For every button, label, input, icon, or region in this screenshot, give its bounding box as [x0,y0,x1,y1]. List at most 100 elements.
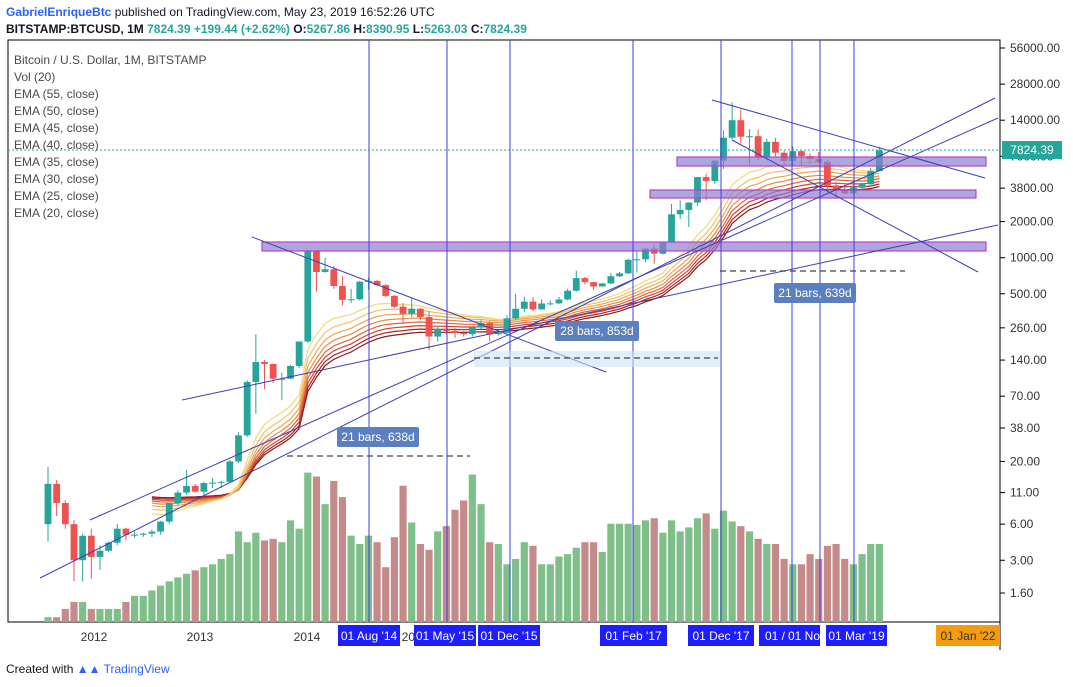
y-tick-label: 38.00 [1010,421,1040,435]
volume-bar [867,543,875,622]
volume-bar [529,545,537,622]
candle-body [590,282,597,287]
y-tick-label: 70.00 [1010,389,1040,403]
candle-body [711,160,719,182]
last-price-badge-label: 7824.39 [1010,143,1054,157]
date-marker-badge [759,625,791,646]
trend-line[interactable] [89,117,999,521]
volume-bar [520,542,528,622]
volume-bar [105,608,113,622]
candle-body [564,290,571,300]
resistance-zone[interactable] [676,156,987,167]
candle-body [122,528,130,535]
y-tick-label: 3.00 [1010,553,1034,567]
volume-bar [321,504,329,622]
volume-bar [442,526,450,622]
measure-badge-label: 28 bars, 853d [560,324,633,338]
open-label: O: [293,22,307,36]
volume-bar [702,513,710,622]
tradingview-logo-icon[interactable]: ▲▲ [76,662,101,676]
volume-bar [79,601,87,622]
date-marker-label: 01 Dec '17 [693,629,750,643]
candle-body [391,295,398,307]
trend-line[interactable] [181,224,999,401]
volume-bar [226,554,234,622]
volume-bar [737,526,745,622]
volume-bar [87,608,95,622]
date-marker-badge [826,625,887,646]
candle-body [399,306,407,314]
resistance-zone[interactable] [261,241,987,252]
volume-bar [174,577,182,622]
author-link[interactable]: GabrielEnriqueBtc [6,5,112,19]
y-tick-label: 500.00 [1010,287,1047,301]
volume-bar [156,585,165,622]
date-marker-badge [414,625,476,646]
candle-body [261,361,268,364]
y-tick-label: 28000.00 [1010,77,1060,91]
last-price: 7824.39 [147,22,191,36]
candle-body [702,177,710,182]
volume-bar [148,590,156,622]
legend-ema-30: EMA (30, close) [14,172,99,186]
y-tick-label: 3800.00 [1010,181,1054,195]
volume-bar [598,551,606,622]
volume-bar [70,601,78,622]
tradingview-brand[interactable]: TradingView [103,662,170,676]
volume-bar [659,532,667,622]
candle-body [754,136,762,158]
volume-bar [685,527,693,622]
resistance-zone[interactable] [649,189,977,199]
volume-bar [615,523,624,622]
date-marker-label: 01 Aug '14 [341,629,398,643]
date-marker-label: 01 May '15 [416,629,475,643]
candle-body [685,202,693,210]
candle-body [460,333,468,335]
date-marker-badge [600,625,667,646]
last-price-badge [1002,141,1062,159]
candle-body [209,482,216,484]
candle-body [633,259,641,261]
low-value: 5263.03 [424,22,468,36]
high-label: H: [353,22,367,36]
candle-body [425,317,433,337]
candle-body [546,303,554,305]
volume-bar [633,524,641,622]
volume-bar [815,558,823,622]
future-date-badge [936,625,1000,646]
volume-bar [693,518,702,622]
candle-body [512,308,520,319]
candle-body [382,285,390,296]
candle-body [243,381,251,436]
volume-bar [425,549,433,622]
volume-bar [460,500,468,622]
trend-line[interactable] [711,99,986,179]
candle-body [53,483,61,504]
candle-body [832,185,840,189]
volume-bar [191,570,199,622]
high-value: 8390.95 [366,22,410,36]
volume-bar [771,543,780,622]
candle-body [131,534,138,536]
publish-info: GabrielEnriqueBtc published on TradingVi… [6,5,435,19]
date-marker-label: 01 / [765,629,786,643]
volume-bar [512,558,520,622]
volume-bar [61,608,69,622]
footer: Created with ▲▲ TradingView [6,662,170,676]
date-marker-badge [338,625,400,646]
volume-bar [451,509,459,622]
candle-body [538,303,546,310]
x-tick-label: 2014 [294,630,321,644]
volume-bar [555,556,563,622]
volume-bar [875,543,883,622]
change-value: +199.44 (+2.62%) [193,22,290,36]
volume-bar [789,564,797,622]
volume-bar [96,608,104,622]
legend-ema-45: EMA (45, close) [14,121,99,135]
volume-bar [624,523,632,622]
trend-line[interactable] [731,139,979,273]
ema-line [151,180,880,501]
trend-line[interactable] [251,236,607,373]
y-tick-label: 140.00 [1010,353,1047,367]
